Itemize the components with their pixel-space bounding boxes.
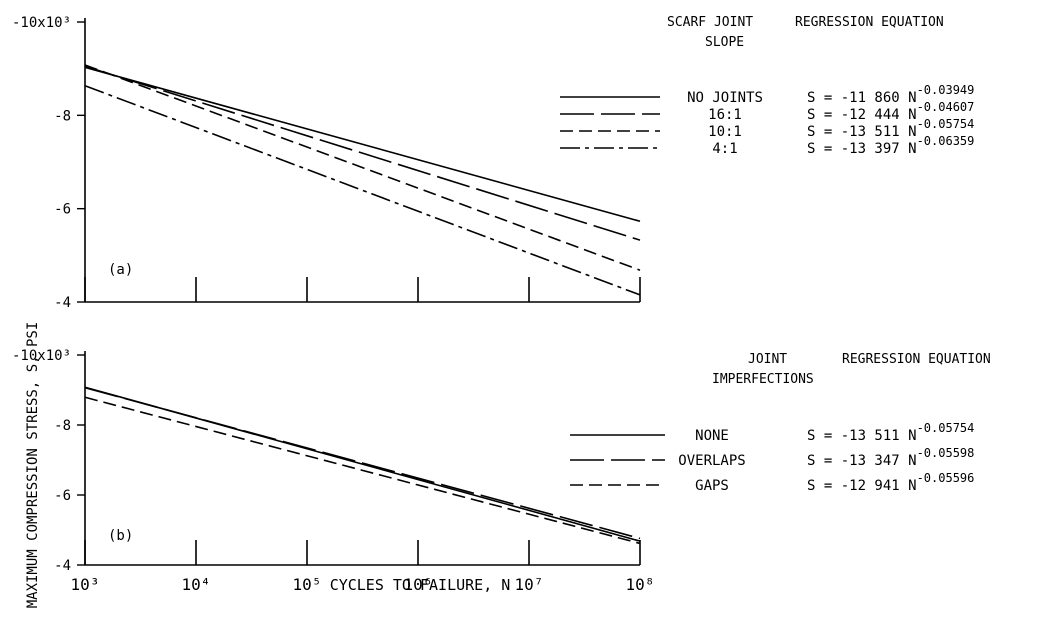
series-line bbox=[84, 64, 641, 271]
legend-name: 4:1 bbox=[712, 141, 737, 157]
y-tick-label: -8 bbox=[54, 418, 71, 434]
legend-header: REGRESSION EQUATION bbox=[795, 15, 944, 30]
legend-header: REGRESSION EQUATION bbox=[842, 352, 991, 367]
series-line bbox=[84, 386, 641, 540]
legend-header: SLOPE bbox=[705, 35, 744, 50]
legend-equation: S = -13 347 N-0.05598 bbox=[807, 446, 974, 469]
y-tick-label: -8 bbox=[54, 108, 71, 124]
series-line bbox=[84, 65, 641, 241]
y-tick-label: -10x10³ bbox=[12, 15, 71, 31]
legend-name: 16:1 bbox=[708, 107, 742, 123]
legend-exponent: -0.05754 bbox=[917, 117, 975, 131]
legend-header: JOINT bbox=[748, 352, 787, 367]
legend-equation: S = -12 941 N-0.05596 bbox=[807, 471, 974, 494]
panel-label: (b) bbox=[108, 528, 133, 544]
x-tick-label: 10⁶ bbox=[404, 575, 433, 594]
y-tick-label: -4 bbox=[54, 558, 71, 574]
legend-header: SCARF JOINT bbox=[667, 15, 753, 30]
y-axis-label: MAXIMUM COMPRESSION STRESS, S, PSI bbox=[25, 322, 41, 609]
y-tick-label: -10x10³ bbox=[12, 348, 71, 364]
legend-exponent: -0.05598 bbox=[917, 446, 975, 460]
legend-exponent: -0.04607 bbox=[917, 100, 975, 114]
x-tick-label: 10⁵ bbox=[293, 575, 322, 594]
legend-name: NO JOINTS bbox=[687, 90, 763, 106]
series-line bbox=[84, 84, 641, 296]
y-tick-label: -6 bbox=[54, 488, 71, 504]
legend-exponent: -0.05596 bbox=[917, 471, 975, 485]
panel-label: (a) bbox=[108, 262, 133, 278]
legend-exponent: -0.03949 bbox=[917, 83, 975, 97]
legend-name: OVERLAPS bbox=[678, 453, 745, 469]
x-tick-label: 10⁷ bbox=[515, 575, 544, 594]
x-tick-label: 10⁴ bbox=[182, 575, 211, 594]
series-line bbox=[84, 66, 641, 223]
legend-exponent: -0.05754 bbox=[917, 421, 975, 435]
legend-name: GAPS bbox=[695, 478, 729, 494]
x-tick-label: 10³ bbox=[71, 575, 100, 594]
y-tick-label: -4 bbox=[54, 295, 71, 311]
x-axis-label: CYCLES TO FAILURE, N bbox=[330, 576, 511, 594]
series-line bbox=[84, 396, 641, 545]
panel-a: -10x10³-8-6-4(a)NO JOINTS S = -11 860 N-0… bbox=[12, 15, 974, 311]
x-tick-label: 10⁸ bbox=[626, 575, 655, 594]
panels: -10x10³-8-6-4(a)NO JOINTS S = -11 860 N-0… bbox=[12, 15, 991, 594]
y-tick-label: -6 bbox=[54, 202, 71, 218]
legend-name: 10:1 bbox=[708, 124, 742, 140]
legend-equation: S = -13 511 N-0.05754 bbox=[807, 421, 974, 444]
legend-header: IMPERFECTIONS bbox=[712, 372, 814, 387]
legend-exponent: -0.06359 bbox=[917, 134, 975, 148]
legend-name: NONE bbox=[695, 428, 729, 444]
